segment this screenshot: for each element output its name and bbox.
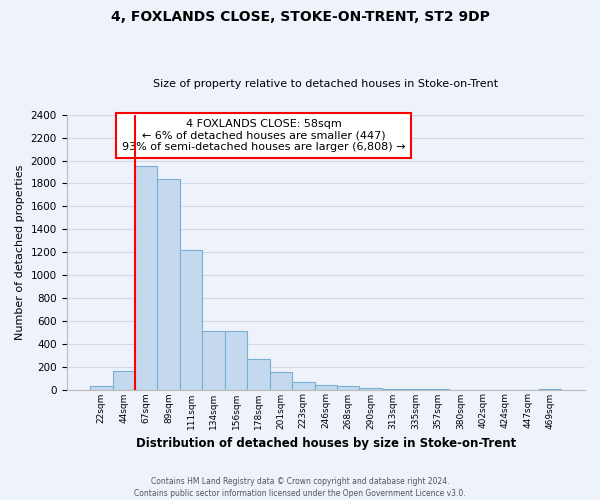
Bar <box>269 372 292 390</box>
Bar <box>135 166 157 390</box>
Y-axis label: Number of detached properties: Number of detached properties <box>15 164 25 340</box>
Bar <box>292 382 314 390</box>
Title: Size of property relative to detached houses in Stoke-on-Trent: Size of property relative to detached ho… <box>153 79 499 89</box>
Text: 4, FOXLANDS CLOSE, STOKE-ON-TRENT, ST2 9DP: 4, FOXLANDS CLOSE, STOKE-ON-TRENT, ST2 9… <box>110 10 490 24</box>
Bar <box>202 331 225 390</box>
Bar <box>113 371 135 390</box>
Bar <box>539 389 562 390</box>
Bar <box>225 331 247 390</box>
Bar <box>247 359 269 390</box>
Bar <box>90 386 113 390</box>
Bar <box>382 389 404 390</box>
Bar <box>314 385 337 390</box>
Text: Contains HM Land Registry data © Crown copyright and database right 2024.
Contai: Contains HM Land Registry data © Crown c… <box>134 476 466 498</box>
Bar <box>180 250 202 390</box>
X-axis label: Distribution of detached houses by size in Stoke-on-Trent: Distribution of detached houses by size … <box>136 437 516 450</box>
Bar <box>157 179 180 390</box>
Bar <box>337 386 359 390</box>
Bar <box>359 388 382 390</box>
Text: 4 FOXLANDS CLOSE: 58sqm
← 6% of detached houses are smaller (447)
93% of semi-de: 4 FOXLANDS CLOSE: 58sqm ← 6% of detached… <box>122 119 405 152</box>
